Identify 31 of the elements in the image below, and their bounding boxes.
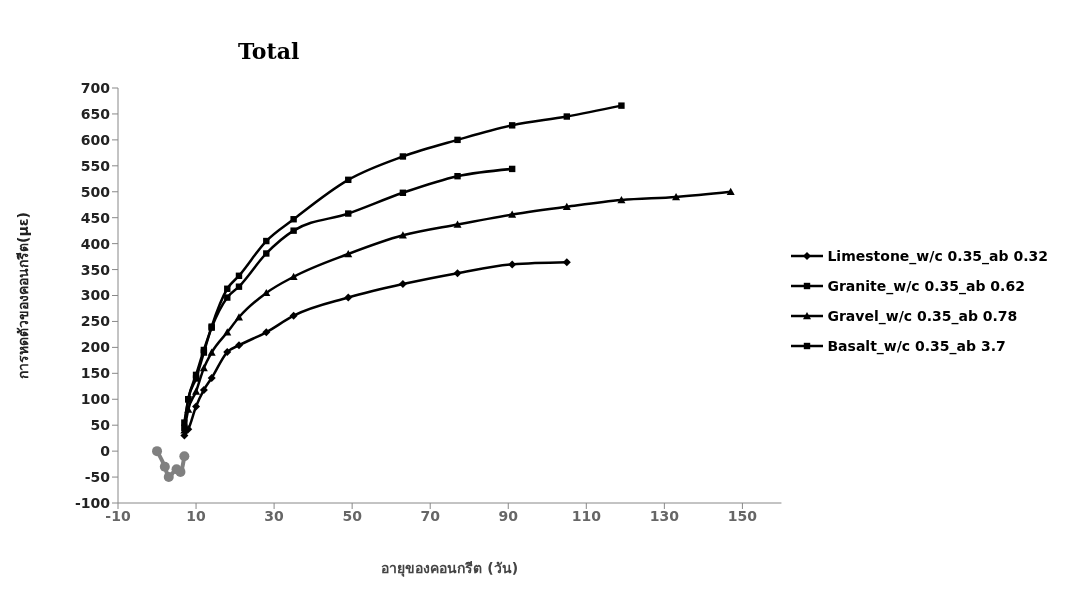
legend-label: Basalt_w/c 0.35_ab 3.7 (827, 337, 1006, 354)
x-tick-label: 90 (498, 507, 519, 524)
x-tick-label: 50 (342, 507, 363, 524)
legend-label: Granite_w/c 0.35_ab 0.62 (827, 277, 1025, 294)
y-tick-label: 0 (100, 443, 111, 460)
y-tick-label: 500 (80, 183, 111, 200)
chart-title: Total (238, 38, 300, 64)
y-axis-title: การหดตัวของคอนกรีต(με) (14, 212, 31, 379)
legend-label: Gravel_w/c 0.35_ab 0.78 (827, 307, 1018, 324)
x-tick-label: 150 (727, 507, 758, 524)
x-tick-label: 110 (571, 507, 602, 524)
y-tick-label: 450 (80, 209, 111, 226)
y-tick-label: 200 (80, 339, 111, 356)
y-tick-label: 350 (80, 261, 111, 278)
y-tick-label: 300 (80, 287, 111, 304)
y-tick-label: 700 (80, 79, 111, 96)
x-tick-label: 30 (264, 507, 285, 524)
y-tick-label: -50 (84, 469, 111, 486)
y-tick-label: 400 (80, 235, 111, 252)
x-tick-label: 130 (649, 507, 680, 524)
legend-label: Limestone_w/c 0.35_ab 0.32 (827, 247, 1048, 264)
x-tick-label: 10 (186, 507, 207, 524)
y-tick-label: 100 (80, 391, 111, 408)
x-axis-title: อายุของคอนกรีต (วัน) (381, 560, 519, 577)
y-tick-label: 600 (80, 131, 111, 148)
y-tick-label: 50 (90, 417, 111, 434)
x-tick-label: 70 (420, 507, 441, 524)
y-tick-label: 550 (80, 157, 111, 174)
y-tick-label: 150 (80, 365, 111, 382)
y-tick-label: 250 (80, 313, 111, 330)
y-tick-label: 650 (80, 105, 111, 122)
